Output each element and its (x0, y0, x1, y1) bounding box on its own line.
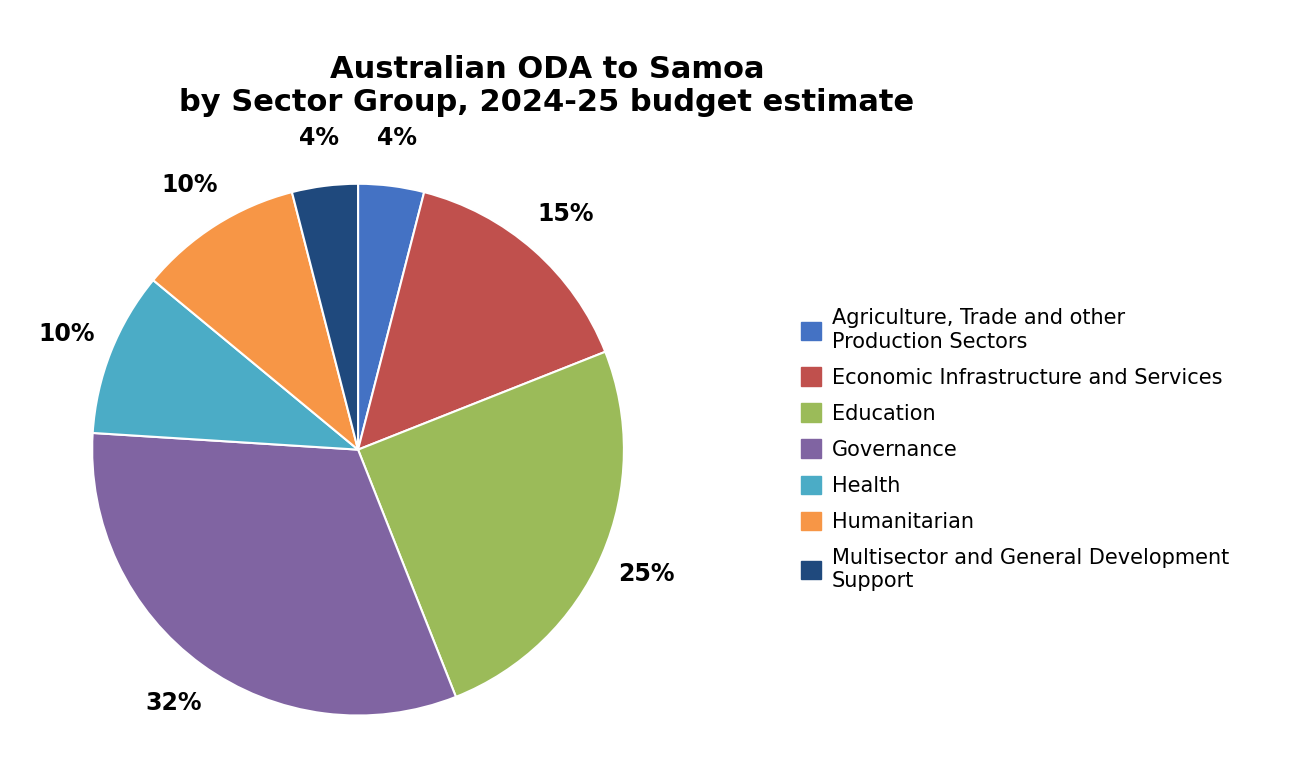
Text: Australian ODA to Samoa
by Sector Group, 2024-25 budget estimate: Australian ODA to Samoa by Sector Group,… (180, 55, 914, 117)
Text: 10%: 10% (161, 173, 219, 197)
Legend: Agriculture, Trade and other
Production Sectors, Economic Infrastructure and Ser: Agriculture, Trade and other Production … (801, 308, 1229, 591)
Wedge shape (92, 433, 456, 716)
Text: 15%: 15% (538, 203, 594, 226)
Wedge shape (358, 192, 605, 450)
Text: 10%: 10% (38, 322, 95, 346)
Wedge shape (358, 184, 424, 450)
Wedge shape (154, 192, 358, 450)
Wedge shape (358, 352, 624, 697)
Text: 4%: 4% (298, 127, 339, 150)
Text: 32%: 32% (146, 691, 202, 716)
Wedge shape (92, 280, 358, 450)
Wedge shape (292, 184, 358, 450)
Text: 4%: 4% (378, 127, 418, 150)
Text: 25%: 25% (617, 562, 674, 586)
